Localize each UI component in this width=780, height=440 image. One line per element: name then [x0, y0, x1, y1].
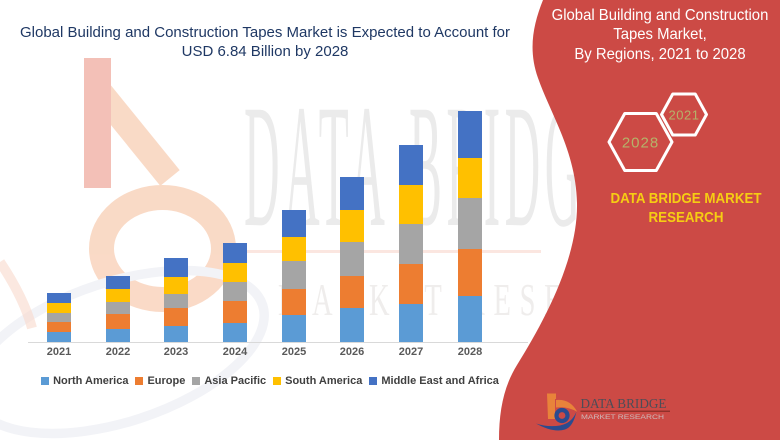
- svg-text:MARKET RESEARCH: MARKET RESEARCH: [581, 415, 664, 421]
- svg-text:DATA BRIDGE: DATA BRIDGE: [581, 397, 667, 412]
- svg-text:2028: 2028: [622, 135, 659, 152]
- svg-text:2021: 2021: [669, 108, 700, 123]
